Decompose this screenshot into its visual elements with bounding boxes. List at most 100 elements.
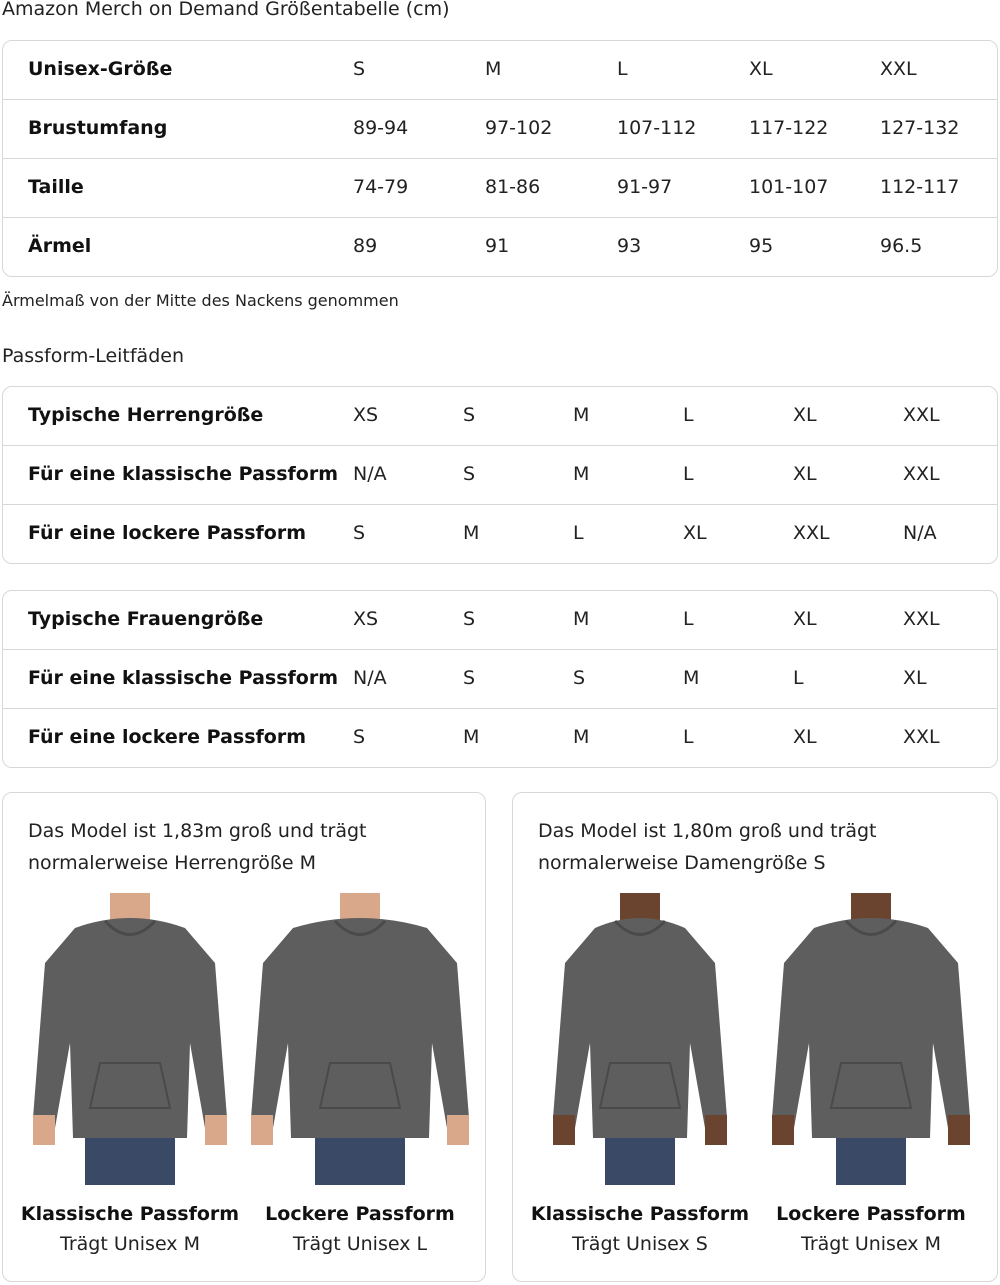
table-cell: L bbox=[617, 58, 628, 80]
table-cell: L bbox=[683, 463, 694, 485]
figure-classic: Klassische Passform Trägt Unisex S bbox=[525, 893, 755, 1255]
figure-size: Trägt Unisex S bbox=[572, 1233, 708, 1255]
men-model-card: Das Model ist 1,83m groß und trägt norma… bbox=[2, 792, 486, 1282]
row-label: Typische Frauengröße bbox=[28, 608, 264, 630]
table-cell: 97-102 bbox=[485, 117, 553, 139]
table-cell: XXL bbox=[793, 522, 830, 544]
page-title: Amazon Merch on Demand Größentabelle (cm… bbox=[2, 0, 450, 20]
table-cell: M bbox=[463, 726, 480, 748]
table-cell: S bbox=[573, 667, 586, 689]
table-cell: XS bbox=[353, 608, 379, 630]
hoodie-model-photo bbox=[772, 893, 970, 1185]
men-fit-table: Typische Herrengröße XS S M L XL XXL Für eine k… bbox=[2, 386, 998, 564]
table-cell: XL bbox=[903, 667, 927, 689]
women-fit-table: Typische Frauengröße XS S M L XL XXL Für eine k… bbox=[2, 590, 998, 768]
table-cell: S bbox=[463, 667, 476, 689]
model-description: Das Model ist 1,83m groß und trägt norma… bbox=[28, 820, 367, 874]
table-row: Typische Herrengröße XS S M L XL XXL bbox=[3, 387, 997, 445]
row-label: Brustumfang bbox=[28, 117, 168, 139]
table-cell: 89-94 bbox=[353, 117, 409, 139]
row-label: Unisex-Größe bbox=[28, 58, 173, 80]
table-cell: S bbox=[353, 726, 366, 748]
table-cell: XXL bbox=[903, 608, 940, 630]
table-cell: 95 bbox=[749, 235, 774, 257]
table-cell: N/A bbox=[353, 667, 387, 689]
table-cell: 93 bbox=[617, 235, 642, 257]
table-cell: N/A bbox=[353, 463, 387, 485]
table-cell: 127-132 bbox=[880, 117, 960, 139]
hoodie-model-photo bbox=[553, 893, 727, 1185]
row-label: Taille bbox=[28, 176, 84, 198]
table-cell: 107-112 bbox=[617, 117, 697, 139]
table-cell: L bbox=[683, 404, 694, 426]
table-cell: M bbox=[573, 463, 590, 485]
table-cell: XXL bbox=[903, 404, 940, 426]
table-cell: M bbox=[485, 58, 502, 80]
hoodie-model-photo bbox=[33, 893, 227, 1185]
size-table: Unisex-Größe S M L XL XXL Brustumfang 89-94 97-1… bbox=[2, 40, 998, 277]
figure-size: Trägt Unisex L bbox=[292, 1233, 428, 1255]
table-cell: XXL bbox=[903, 726, 940, 748]
table-row: Brustumfang 89-94 97-102 107-112 117-122 127-… bbox=[3, 99, 997, 158]
row-label: Für eine lockere Passform bbox=[28, 522, 307, 544]
figure-classic: Klassische Passform Trägt Unisex M bbox=[15, 893, 245, 1255]
table-cell: XXL bbox=[880, 58, 917, 80]
table-cell: XL bbox=[793, 726, 817, 748]
table-cell: S bbox=[353, 522, 366, 544]
figure-caption: Lockere Passform bbox=[265, 1203, 455, 1225]
table-cell: 91-97 bbox=[617, 176, 673, 198]
table-cell: XL bbox=[793, 463, 817, 485]
table-row: Für eine klassische Passform N/A S M L XL XXL bbox=[3, 445, 997, 504]
row-label: Für eine klassische Passform bbox=[28, 463, 339, 485]
table-cell: L bbox=[683, 608, 694, 630]
table-cell: XL bbox=[683, 522, 707, 544]
table-cell: S bbox=[463, 608, 476, 630]
figure-relaxed: Lockere Passform Trägt Unisex L bbox=[245, 893, 475, 1255]
table-cell: L bbox=[573, 522, 584, 544]
table-cell: S bbox=[353, 58, 366, 80]
table-row: Für eine klassische Passform N/A S S M L XL bbox=[3, 649, 997, 708]
table-row: Für eine lockere Passform S M L XL XXL N/A bbox=[3, 504, 997, 563]
table-cell: 81-86 bbox=[485, 176, 541, 198]
table-cell: M bbox=[683, 667, 700, 689]
fit-heading: Passform-Leitfäden bbox=[2, 345, 184, 367]
table-cell: M bbox=[573, 404, 590, 426]
table-cell: 91 bbox=[485, 235, 510, 257]
table-cell: XL bbox=[793, 404, 817, 426]
row-label: Typische Herrengröße bbox=[28, 404, 264, 426]
table-cell: 101-107 bbox=[749, 176, 829, 198]
table-cell: S bbox=[463, 404, 476, 426]
figure-caption: Lockere Passform bbox=[776, 1203, 966, 1225]
table-cell: M bbox=[573, 608, 590, 630]
table-cell: L bbox=[683, 726, 694, 748]
hoodie-model-photo bbox=[251, 893, 469, 1185]
table-cell: XL bbox=[749, 58, 773, 80]
row-label: Für eine lockere Passform bbox=[28, 726, 307, 748]
table-cell: 96.5 bbox=[880, 235, 923, 257]
table-cell: XS bbox=[353, 404, 379, 426]
row-label: Ärmel bbox=[28, 235, 92, 257]
table-cell: S bbox=[463, 463, 476, 485]
model-description: Das Model ist 1,80m groß und trägt norma… bbox=[538, 820, 877, 874]
row-label: Für eine klassische Passform bbox=[28, 667, 339, 689]
table-cell: L bbox=[793, 667, 804, 689]
figure-caption: Klassische Passform bbox=[20, 1203, 240, 1225]
table-row: Für eine lockere Passform S M M L XL XXL bbox=[3, 708, 997, 767]
table-cell: N/A bbox=[903, 522, 937, 544]
table-cell: M bbox=[463, 522, 480, 544]
table-row: Taille 74-79 81-86 91-97 101-107 112-117 bbox=[3, 158, 997, 217]
table-cell: XL bbox=[793, 608, 817, 630]
table-cell: 117-122 bbox=[749, 117, 829, 139]
table-cell: 89 bbox=[353, 235, 378, 257]
table-cell: 74-79 bbox=[353, 176, 409, 198]
figure-caption: Klassische Passform bbox=[530, 1203, 750, 1225]
table-row: Ärmel 89 91 93 95 96.5 bbox=[3, 217, 997, 276]
figure-relaxed: Lockere Passform Trägt Unisex M bbox=[756, 893, 986, 1255]
table-cell: M bbox=[573, 726, 590, 748]
figure-size: Trägt Unisex M bbox=[801, 1233, 941, 1255]
women-model-card: Das Model ist 1,80m groß und trägt norma… bbox=[512, 792, 998, 1282]
table-row: Typische Frauengröße XS S M L XL XXL bbox=[3, 591, 997, 649]
table-cell: 112-117 bbox=[880, 176, 960, 198]
table-cell: XXL bbox=[903, 463, 940, 485]
table-row: Unisex-Größe S M L XL XXL bbox=[3, 41, 997, 99]
